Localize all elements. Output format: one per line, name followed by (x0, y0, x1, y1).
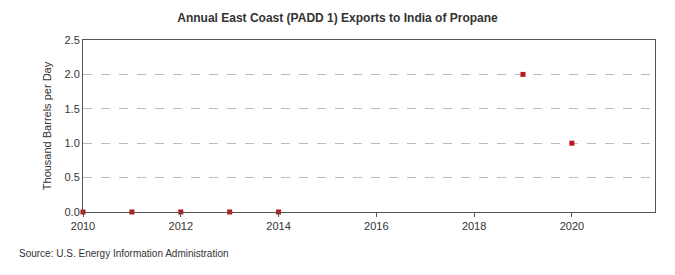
svg-text:2018: 2018 (462, 220, 486, 232)
svg-text:2020: 2020 (560, 220, 584, 232)
svg-text:2012: 2012 (169, 220, 193, 232)
svg-text:2.0: 2.0 (65, 68, 80, 80)
svg-text:0.5: 0.5 (65, 171, 80, 183)
svg-text:1.0: 1.0 (65, 137, 80, 149)
svg-text:2016: 2016 (364, 220, 388, 232)
svg-text:Thousand Barrels per Day: Thousand Barrels per Day (41, 61, 53, 190)
svg-text:Source: U.S. Energy Informatio: Source: U.S. Energy Information Administ… (19, 248, 229, 259)
svg-text:2010: 2010 (71, 220, 95, 232)
svg-text:2.5: 2.5 (65, 34, 80, 46)
svg-text:Annual East Coast (PADD 1) Exp: Annual East Coast (PADD 1) Exports to In… (177, 11, 498, 25)
svg-text:0.0: 0.0 (65, 206, 80, 218)
svg-text:2014: 2014 (266, 220, 290, 232)
svg-text:1.5: 1.5 (65, 103, 80, 115)
